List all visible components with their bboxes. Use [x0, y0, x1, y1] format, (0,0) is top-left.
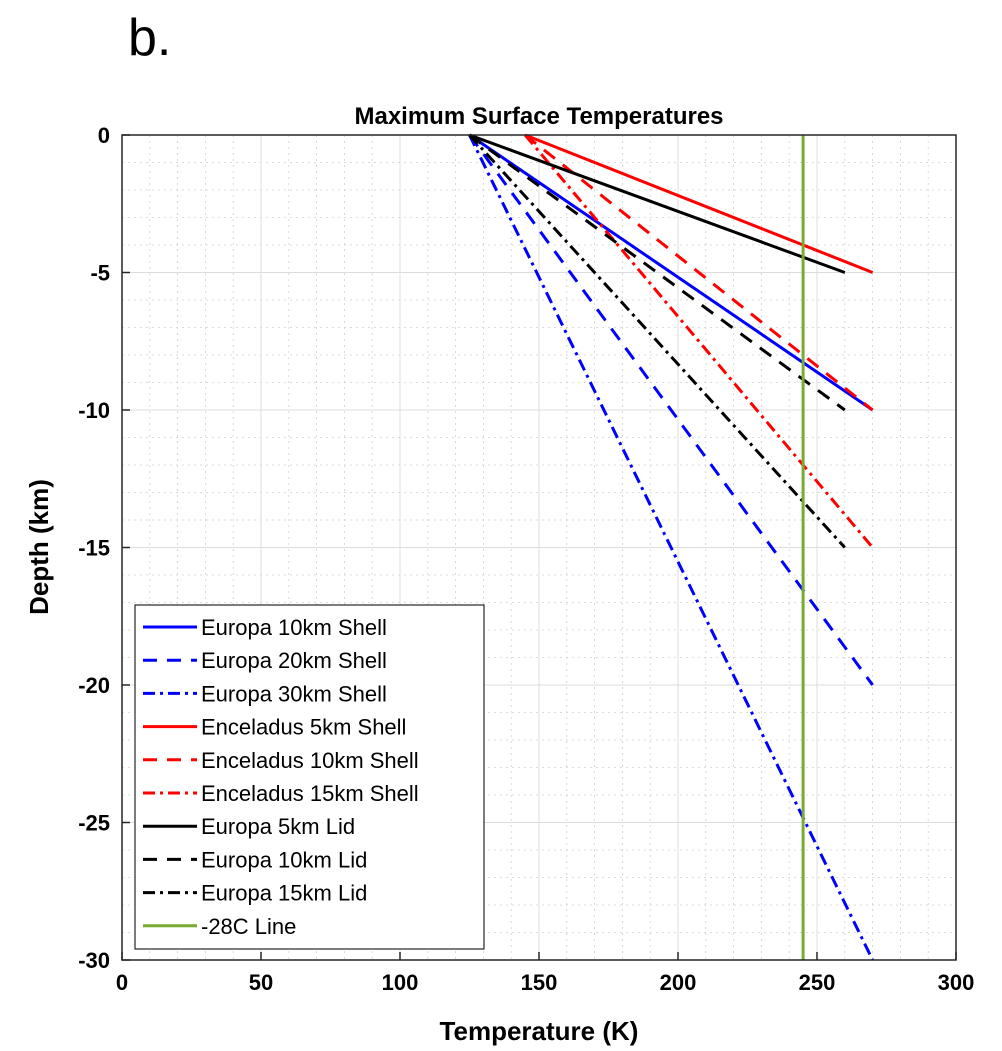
series-line-europa-15km-lid — [468, 133, 846, 549]
series-line-enceladus-5km-shell — [524, 133, 874, 274]
y-tick-label: -20 — [78, 673, 110, 698]
series-line-europa-10km-lid — [468, 133, 846, 412]
y-tick-label: -5 — [90, 261, 110, 286]
x-tick-label: 150 — [521, 970, 558, 995]
x-tick-label: 200 — [660, 970, 697, 995]
legend-label: Europa 5km Lid — [201, 814, 355, 839]
x-axis-title: Temperature (K) — [440, 1016, 639, 1046]
legend-label: Europa 30km Shell — [201, 681, 387, 706]
y-tick-label: -25 — [78, 811, 110, 836]
series-layer — [468, 133, 874, 961]
x-tick-label: 300 — [938, 970, 975, 995]
legend-label: Europa 15km Lid — [201, 881, 367, 906]
series-line-europa-10km-shell — [468, 133, 874, 412]
panel-label: b. — [128, 9, 172, 67]
legend-label: Enceladus 15km Shell — [201, 781, 419, 806]
chart-title: Maximum Surface Temperatures — [354, 103, 723, 130]
y-tick-label: 0 — [98, 123, 110, 148]
axis-ticks: 0 50 100 150 200 250 300 0 -5 -10 -15 -20 -25 -30 — [78, 123, 974, 995]
legend-label: Europa 10km Shell — [201, 615, 387, 640]
legend-label: Europa 10km Lid — [201, 847, 367, 872]
series-line-europa-30km-shell — [468, 134, 874, 961]
x-tick-label: 250 — [799, 970, 836, 995]
legend-label: -28C Line — [201, 914, 296, 939]
y-tick-label: -30 — [78, 948, 110, 973]
series-line-europa-5km-lid — [468, 133, 846, 274]
y-tick-label: -15 — [78, 536, 110, 561]
legend: Europa 10km Shell Europa 20km Shell Europa… — [134, 604, 485, 950]
y-tick-label: -10 — [78, 398, 110, 423]
series-line-enceladus-10km-shell — [524, 133, 874, 412]
series-line-europa-20km-shell — [468, 134, 874, 686]
legend-label: Enceladus 10km Shell — [201, 748, 419, 773]
x-tick-label: 100 — [382, 970, 419, 995]
legend-label: Europa 20km Shell — [201, 648, 387, 673]
x-tick-label: 50 — [249, 970, 273, 995]
series-line-enceladus-15km-shell — [523, 134, 874, 549]
y-axis-title: Depth (km) — [24, 479, 54, 615]
legend-label: Enceladus 5km Shell — [201, 715, 406, 740]
x-tick-label: 0 — [116, 970, 128, 995]
